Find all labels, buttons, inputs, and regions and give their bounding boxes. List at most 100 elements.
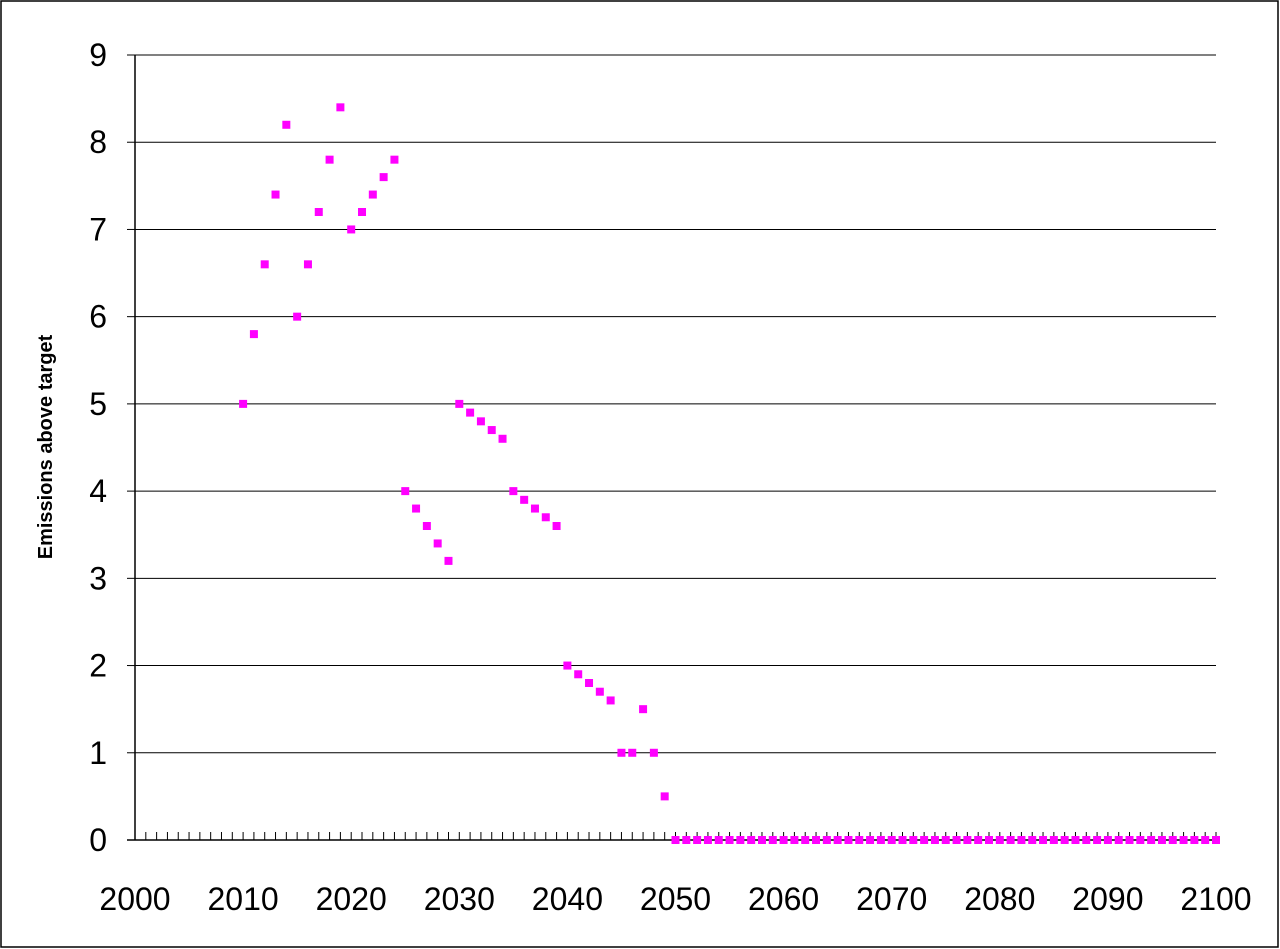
data-point xyxy=(455,399,464,408)
data-point xyxy=(239,399,248,408)
data-point xyxy=(974,836,983,844)
data-point xyxy=(595,687,604,696)
data-point xyxy=(801,836,810,844)
y-axis-label: Emissions above target xyxy=(35,334,57,559)
data-point xyxy=(887,836,896,844)
data-point xyxy=(682,836,691,844)
data-point xyxy=(520,495,529,504)
data-point xyxy=(1190,836,1199,844)
data-point xyxy=(541,513,550,522)
data-point xyxy=(628,748,637,757)
data-point xyxy=(303,260,312,269)
data-point xyxy=(812,836,821,844)
data-point xyxy=(790,836,799,844)
data-point xyxy=(606,696,615,705)
y-tick-label: 0 xyxy=(89,822,107,858)
x-tick-label: 2040 xyxy=(532,881,603,917)
data-point xyxy=(1114,836,1123,844)
data-point xyxy=(703,836,712,844)
data-point xyxy=(1157,836,1166,844)
x-tick-label: 2000 xyxy=(99,881,170,917)
y-tick-label: 4 xyxy=(89,473,107,509)
data-point xyxy=(1071,836,1080,844)
x-tick-label: 2090 xyxy=(1072,881,1143,917)
data-point xyxy=(487,426,496,435)
data-points xyxy=(239,103,1220,844)
data-point xyxy=(325,155,334,164)
data-point xyxy=(1060,836,1069,844)
data-point xyxy=(401,487,410,496)
data-point xyxy=(433,539,442,548)
data-point xyxy=(293,312,302,321)
data-point xyxy=(249,330,258,339)
data-point xyxy=(617,748,626,757)
data-point xyxy=(866,836,875,844)
y-tick-label: 3 xyxy=(89,560,107,596)
data-point xyxy=(1103,836,1112,844)
data-point xyxy=(671,836,680,844)
x-tick-label: 2080 xyxy=(964,881,1035,917)
data-point xyxy=(1049,836,1058,844)
data-point xyxy=(725,836,734,844)
x-tick-label: 2070 xyxy=(856,881,927,917)
data-point xyxy=(876,836,885,844)
data-point xyxy=(1179,836,1188,844)
y-tick-label: 6 xyxy=(89,299,107,335)
data-point xyxy=(1082,836,1091,844)
y-tick-label: 2 xyxy=(89,648,107,684)
data-point xyxy=(466,408,475,417)
data-point xyxy=(639,705,648,714)
data-point xyxy=(1212,836,1220,844)
data-point xyxy=(1093,836,1102,844)
data-point xyxy=(390,155,399,164)
data-point xyxy=(282,120,291,129)
x-tick-label: 2050 xyxy=(640,881,711,917)
data-point xyxy=(1136,836,1145,844)
data-point xyxy=(444,556,453,565)
y-tick-label: 9 xyxy=(89,37,107,73)
data-point xyxy=(1006,836,1015,844)
data-point xyxy=(563,661,572,670)
data-point xyxy=(498,434,507,443)
data-point xyxy=(358,208,367,216)
data-point xyxy=(260,260,269,269)
data-point xyxy=(920,836,929,844)
data-point xyxy=(1125,836,1134,844)
data-point xyxy=(693,836,702,844)
data-point xyxy=(930,836,939,844)
data-point xyxy=(1039,836,1048,844)
data-point xyxy=(768,836,777,844)
data-point xyxy=(336,103,345,112)
data-point xyxy=(552,522,561,530)
data-point xyxy=(379,173,388,182)
y-tick-label: 8 xyxy=(89,124,107,160)
data-point xyxy=(660,792,669,801)
data-point xyxy=(271,190,280,199)
data-point xyxy=(509,487,518,496)
data-point xyxy=(995,836,1004,844)
y-tick-label: 7 xyxy=(89,211,107,247)
data-point xyxy=(649,748,658,757)
x-tick-label: 2010 xyxy=(208,881,279,917)
data-point xyxy=(855,836,864,844)
x-tick-labels: 2000 2010 2020 2030 2040 2050 2060 2070 2080 2090… xyxy=(99,881,1251,917)
data-point xyxy=(476,417,485,426)
data-point xyxy=(574,670,583,679)
data-point xyxy=(747,836,756,844)
data-point xyxy=(412,504,421,513)
data-point xyxy=(952,836,961,844)
data-point xyxy=(898,836,907,844)
x-tick-label: 2100 xyxy=(1180,881,1251,917)
data-point xyxy=(530,504,539,513)
data-point xyxy=(984,836,993,844)
x-tick-label: 2020 xyxy=(316,881,387,917)
data-point xyxy=(909,836,918,844)
data-point xyxy=(714,836,723,844)
data-point xyxy=(1201,836,1210,844)
y-tick-labels: 0 1 2 3 4 5 6 7 8 9 xyxy=(89,37,107,858)
y-tick-label: 5 xyxy=(89,386,107,422)
data-point xyxy=(822,836,831,844)
